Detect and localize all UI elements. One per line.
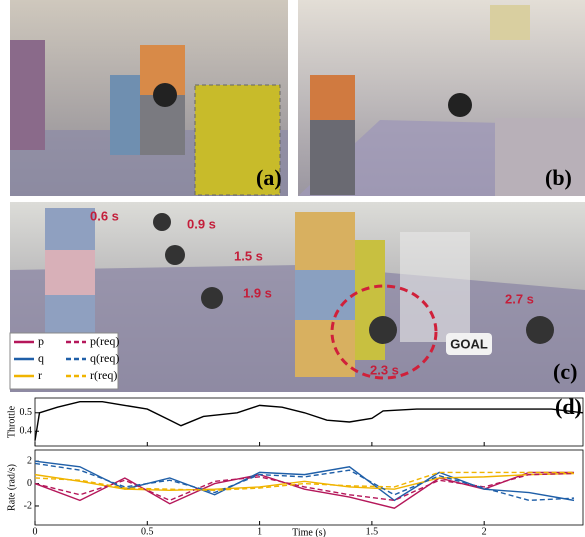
legend-label: r(req)	[90, 368, 117, 382]
plot-frame	[35, 398, 583, 446]
y-tick-label: 0.5	[20, 407, 33, 418]
figure: (a) (b) 0.6 s 0.9 s 1.5 s 1.9 s 2.3 s 2.…	[0, 0, 585, 537]
panel-label: (b)	[545, 165, 572, 190]
legend-label: p(req)	[90, 334, 119, 348]
y-axis-label: Rate (rad/s)	[6, 464, 17, 511]
time-label: 0.6 s	[90, 208, 119, 223]
time-label: 1.5 s	[234, 248, 263, 263]
time-label: 1.9 s	[243, 285, 272, 300]
y-tick-label: 0.4	[20, 426, 33, 437]
x-tick-label: 1.5	[366, 526, 379, 537]
y-tick-label: -2	[24, 500, 32, 511]
series-line	[35, 402, 583, 441]
x-tick-label: 0	[33, 526, 38, 537]
goal-label: GOAL	[450, 336, 488, 351]
panel-label: (d)	[555, 394, 582, 419]
x-tick-label: 2	[482, 526, 487, 537]
legend-label: q(req)	[90, 351, 119, 365]
time-label: 2.7 s	[505, 291, 534, 306]
y-tick-label: 0	[27, 478, 32, 489]
x-tick-label: 0.5	[141, 526, 154, 537]
time-label: 2.3 s	[370, 362, 399, 377]
panel-label: (a)	[256, 165, 282, 190]
time-label: 0.9 s	[187, 216, 216, 231]
legend-label: q	[38, 351, 44, 365]
x-axis-label: Time (s)	[292, 527, 326, 537]
x-tick-label: 1	[257, 526, 262, 537]
y-axis-label: Throttle	[6, 405, 17, 438]
photo-b	[298, 0, 585, 196]
legend-label: r	[38, 368, 42, 382]
legend-label: p	[38, 334, 44, 348]
panel-label: (c)	[553, 359, 577, 384]
photo-a	[10, 0, 288, 196]
y-tick-label: 2	[27, 455, 32, 466]
